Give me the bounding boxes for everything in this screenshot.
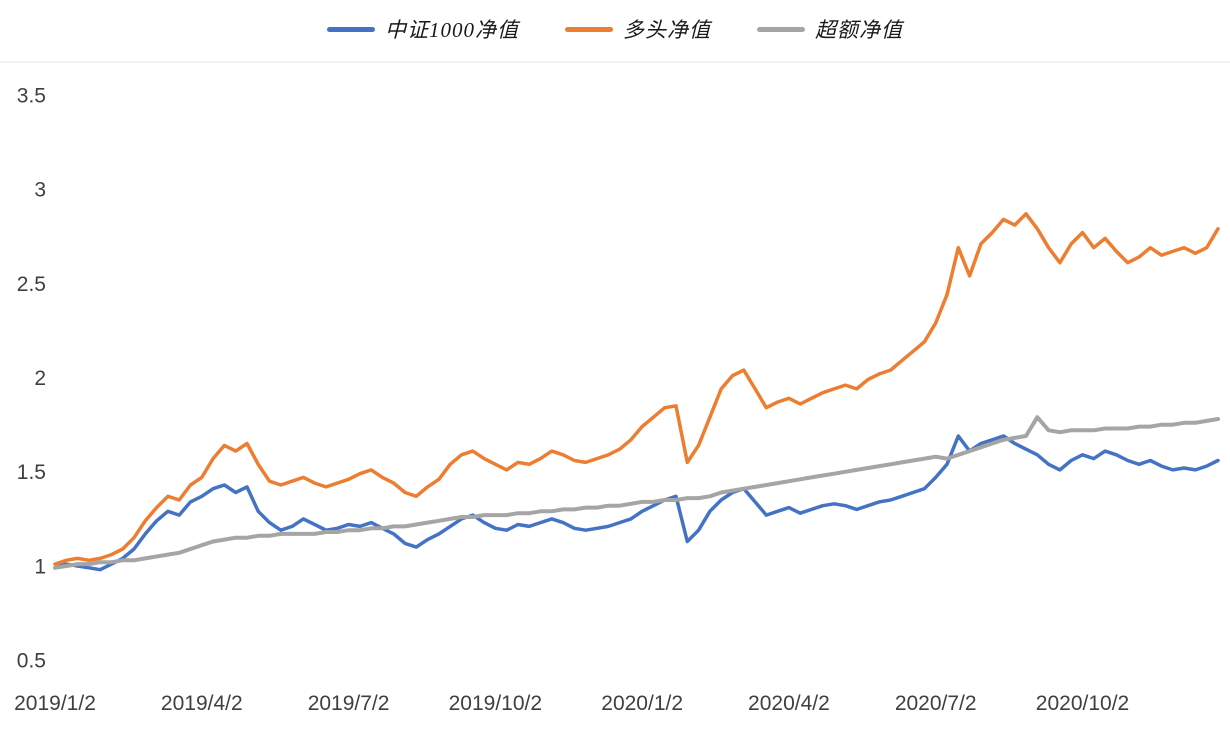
x-tick-label: 2019/10/2 bbox=[449, 692, 542, 715]
x-tick-label: 2020/1/2 bbox=[601, 692, 683, 715]
y-tick-label: 1 bbox=[34, 555, 46, 578]
legend-item-csi1000: 中证1000净值 bbox=[327, 14, 519, 44]
y-tick-label: 1.5 bbox=[17, 461, 46, 484]
x-tick-label: 2019/7/2 bbox=[308, 692, 390, 715]
x-tick-label: 2020/7/2 bbox=[895, 692, 977, 715]
y-tick-label: 2 bbox=[34, 367, 46, 390]
y-tick-label: 3 bbox=[34, 179, 46, 202]
y-tick-label: 2.5 bbox=[17, 273, 46, 296]
legend-label-csi1000: 中证1000净值 bbox=[385, 18, 519, 42]
x-tick-label: 2020/10/2 bbox=[1036, 692, 1129, 715]
y-tick-label: 3.5 bbox=[17, 85, 46, 108]
legend-label-long: 多头净值 bbox=[623, 18, 711, 42]
series-line-0 bbox=[53, 434, 1220, 572]
series-line-2 bbox=[53, 415, 1220, 570]
y-tick-label: 0.5 bbox=[17, 650, 46, 673]
legend-line-swatch-long bbox=[565, 26, 613, 32]
legend-line-swatch-csi1000 bbox=[327, 26, 375, 32]
legend-line-swatch-excess bbox=[757, 26, 805, 32]
x-tick-label: 2019/1/2 bbox=[14, 692, 96, 715]
legend-item-excess: 超额净值 bbox=[757, 14, 903, 44]
legend-label-excess: 超额净值 bbox=[815, 18, 903, 42]
x-tick-label: 2020/4/2 bbox=[748, 692, 830, 715]
series-line-1 bbox=[53, 212, 1220, 566]
chart-legend: 中证1000净值 多头净值 超额净值 bbox=[0, 14, 1230, 44]
legend-item-long: 多头净值 bbox=[565, 14, 711, 44]
x-tick-label: 2019/4/2 bbox=[161, 692, 243, 715]
